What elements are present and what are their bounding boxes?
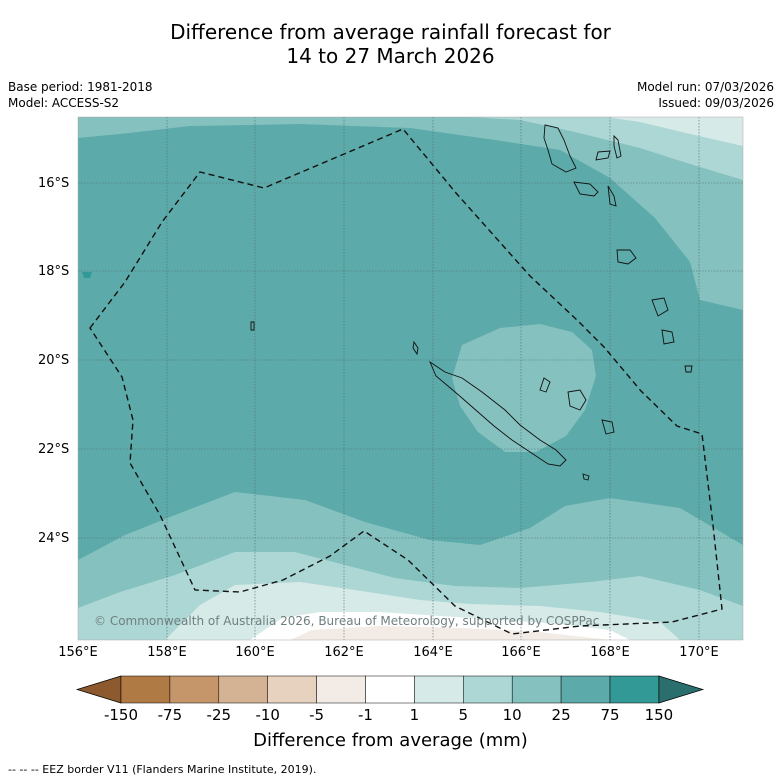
- island-erromango: [651, 297, 669, 317]
- colorbar-tick-label: -75: [157, 706, 183, 724]
- new-caledonia-island: [428, 360, 567, 467]
- islands: [82, 124, 693, 481]
- map-title-line2: 14 to 27 March 2026: [286, 44, 495, 68]
- colorbar-segment: [267, 675, 317, 704]
- island-aneityum: [684, 365, 693, 373]
- colorbar-segment: [169, 675, 220, 704]
- island-tanna: [661, 329, 675, 345]
- island-chesterfield: [250, 321, 255, 331]
- lat-label-24s: 24°S: [38, 531, 70, 546]
- band-dry-1-5: [290, 626, 610, 640]
- colorbar-segment: [414, 675, 464, 704]
- colorbar-tick-label: -1: [358, 706, 373, 724]
- rainfall-map: [78, 117, 743, 640]
- model-run-text: Model run: 07/03/2026: [636, 80, 774, 94]
- colorbar-segment: [120, 675, 171, 704]
- lat-label-16s: 16°S: [38, 176, 70, 191]
- lat-label-18s: 18°S: [38, 264, 70, 279]
- colorbar-tick-label: 5: [458, 706, 469, 724]
- colorbar-tick-label: -25: [206, 706, 232, 724]
- copyright-text: © Commonwealth of Australia 2026, Bureau…: [94, 614, 600, 628]
- island-espiritu-santo: [543, 124, 577, 173]
- band-1-5-northeast: [605, 117, 743, 146]
- colorbar-segment: [463, 675, 513, 704]
- colorbar: [75, 675, 705, 704]
- reef-wet-patch: [82, 272, 92, 278]
- colorbar-tick-label: 10: [502, 706, 522, 724]
- colorbar-tick-label: -150: [103, 706, 139, 724]
- colorbar-segment: [609, 675, 660, 704]
- model-text: Model: ACCESS-S2: [8, 96, 120, 110]
- lat-label-20s: 20°S: [38, 353, 70, 368]
- map-frame: [77, 116, 744, 641]
- lon-label-156e: 156°E: [58, 645, 98, 660]
- lon-label-160e: 160°E: [235, 645, 275, 660]
- base-period-text: Base period: 1981-2018: [8, 80, 153, 94]
- island-ouvea: [539, 377, 551, 393]
- lon-label-164e: 164°E: [413, 645, 453, 660]
- colorbar-segment: [365, 675, 415, 704]
- colorbar-segment: [316, 675, 366, 704]
- lat-label-22s: 22°S: [38, 442, 70, 457]
- colorbar-tick-label: 75: [600, 706, 620, 724]
- island-lifou: [567, 389, 587, 411]
- map-title-line1: Difference from average rainfall forecas…: [170, 20, 611, 44]
- island-ambrym: [607, 185, 617, 207]
- lon-label-170e: 170°E: [679, 645, 719, 660]
- island-maewo: [613, 134, 622, 159]
- island-efate: [616, 249, 637, 265]
- colorbar-segment: [218, 675, 268, 704]
- colorbar-segment: [560, 675, 611, 704]
- island-pines: [582, 473, 590, 481]
- colorbar-segment: [511, 675, 562, 704]
- colorbar-extend-low: [75, 675, 122, 704]
- island-mare: [601, 419, 615, 435]
- lon-label-166e: 166°E: [501, 645, 541, 660]
- band-5-10-northeast: [470, 117, 743, 180]
- colorbar-tick-label: -10: [255, 706, 280, 724]
- colorbar-tick-label: 150: [644, 706, 674, 724]
- colorbar-tick-label: -5: [309, 706, 325, 724]
- eez-border: [89, 128, 723, 635]
- colorbar-tick-label: 25: [551, 706, 571, 724]
- lon-label-162e: 162°E: [324, 645, 364, 660]
- lon-label-168e: 168°E: [590, 645, 630, 660]
- issued-text: Issued: 09/03/2026: [658, 96, 774, 110]
- colorbar-tick-label: 1: [409, 706, 420, 724]
- band-10-25-central: [452, 324, 596, 452]
- colorbar-extend-high: [658, 675, 705, 704]
- island-malekula: [573, 181, 599, 197]
- eez-legend-footnote: -- -- -- EEZ border V11 (Flanders Marine…: [8, 763, 317, 776]
- island-ambae: [595, 150, 611, 161]
- lon-label-158e: 158°E: [147, 645, 187, 660]
- island-belep: [412, 340, 419, 356]
- colorbar-title: Difference from average (mm): [253, 730, 528, 751]
